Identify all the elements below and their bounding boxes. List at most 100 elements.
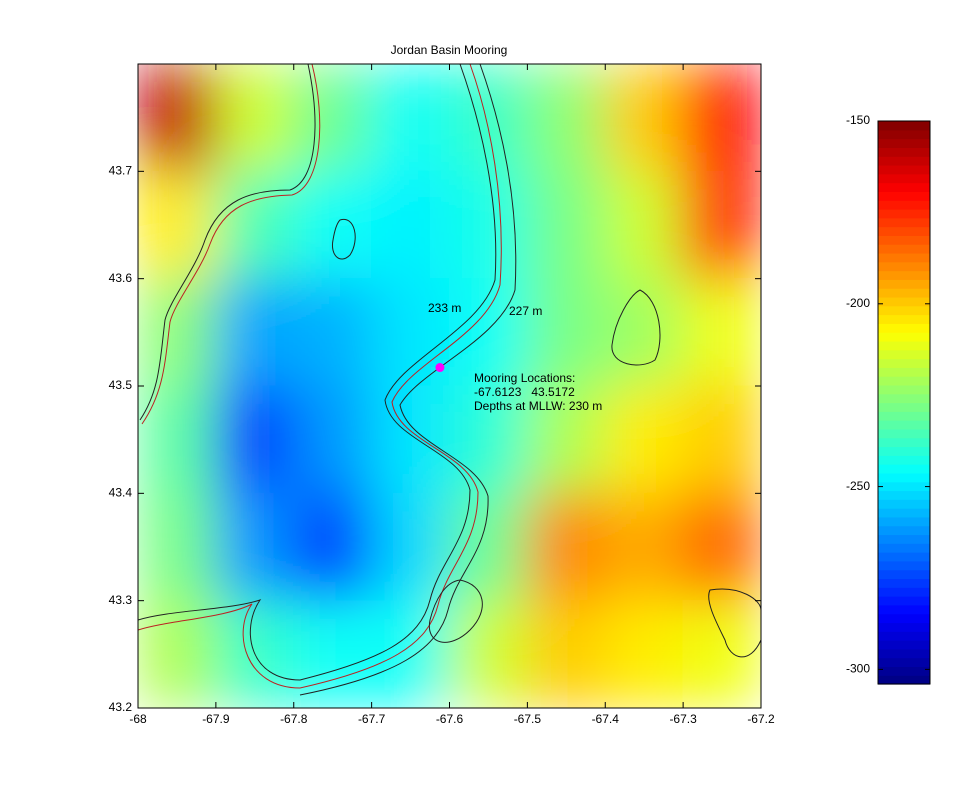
heat-cell bbox=[293, 170, 373, 280]
colorbar-segment bbox=[878, 376, 930, 386]
annotation: Mooring Locations: bbox=[474, 371, 575, 385]
y-tick-label: 43.5 bbox=[109, 378, 133, 392]
heat-cell bbox=[138, 170, 217, 280]
heat-cell bbox=[604, 170, 684, 280]
heat-cell bbox=[449, 64, 528, 172]
colorbar-segment bbox=[878, 446, 930, 456]
colorbar-segment bbox=[878, 332, 930, 342]
heat-cell bbox=[604, 385, 684, 494]
colorbar-segment bbox=[878, 675, 930, 685]
x-tick-label: -67.5 bbox=[514, 712, 542, 726]
colorbar-segment bbox=[878, 578, 930, 588]
colorbar-tick-label: -300 bbox=[846, 662, 870, 676]
contour-line bbox=[138, 64, 497, 681]
heat-cell bbox=[371, 600, 450, 708]
heat-cell bbox=[682, 492, 761, 602]
colorbar-segment bbox=[878, 164, 930, 175]
heat-cell bbox=[526, 170, 606, 280]
colorbar-segment bbox=[878, 393, 930, 404]
contour-line bbox=[138, 64, 502, 689]
colorbar-segment bbox=[878, 367, 930, 377]
heat-cell bbox=[215, 385, 295, 494]
contour-label: 227 m bbox=[509, 304, 542, 318]
colorbar-segment bbox=[878, 657, 930, 668]
colorbar-segment bbox=[878, 305, 930, 316]
heat-cell bbox=[604, 64, 684, 172]
heat-cell bbox=[138, 278, 217, 387]
heat-cell bbox=[138, 385, 217, 494]
y-tick-label: 43.6 bbox=[109, 271, 133, 285]
heat-cell bbox=[604, 492, 684, 602]
heat-cell bbox=[449, 600, 528, 708]
colorbar-segment bbox=[878, 472, 930, 483]
x-tick-label: -67.3 bbox=[669, 712, 697, 726]
colorbar-segment bbox=[878, 543, 930, 553]
contour-line bbox=[611, 289, 661, 366]
contours bbox=[138, 64, 761, 696]
x-tick-label: -67.9 bbox=[202, 712, 230, 726]
heat-cell bbox=[449, 385, 528, 494]
colorbar-segment bbox=[878, 314, 930, 324]
colorbar-segment bbox=[878, 270, 930, 280]
colorbar-segment bbox=[878, 121, 930, 131]
heat-cell bbox=[371, 492, 450, 602]
heat-cell bbox=[682, 170, 761, 280]
colorbar-segment bbox=[878, 428, 930, 439]
colorbar bbox=[878, 121, 930, 685]
heat-cell bbox=[215, 278, 295, 387]
colorbar-segment bbox=[878, 411, 930, 421]
colorbar-segment bbox=[878, 191, 930, 201]
heat-cell bbox=[293, 278, 373, 387]
heatmap bbox=[138, 64, 761, 708]
heat-cell bbox=[293, 385, 373, 494]
colorbar-segment bbox=[878, 622, 930, 632]
annotation: -67.6123 43.5172 bbox=[474, 385, 575, 399]
heat-cell bbox=[371, 170, 450, 280]
heat-cell bbox=[138, 600, 217, 708]
colorbar-segment bbox=[878, 666, 930, 676]
colorbar-segment bbox=[878, 437, 930, 448]
x-tick-label: -67.8 bbox=[280, 712, 308, 726]
heat-cell bbox=[449, 492, 528, 602]
colorbar-segment bbox=[878, 138, 930, 148]
colorbar-segment bbox=[878, 604, 930, 615]
colorbar-segment bbox=[878, 596, 930, 606]
colorbar-segment bbox=[878, 358, 930, 368]
colorbar-segment bbox=[878, 349, 930, 360]
colorbar-segment bbox=[878, 631, 930, 641]
colorbar-segment bbox=[878, 569, 930, 580]
x-tick-label: -67.4 bbox=[592, 712, 620, 726]
contour-line bbox=[331, 218, 356, 260]
heat-cell bbox=[371, 64, 450, 172]
heat-cell bbox=[682, 600, 761, 708]
x-tick-label: -67.6 bbox=[436, 712, 464, 726]
x-tick-label: -67.7 bbox=[358, 712, 386, 726]
chart-title: Jordan Basin Mooring bbox=[391, 43, 508, 57]
colorbar-segment bbox=[878, 226, 930, 236]
colorbar-segment bbox=[878, 129, 930, 140]
colorbar-tick-label: -200 bbox=[846, 296, 870, 310]
colorbar-segment bbox=[878, 640, 930, 650]
heat-cell bbox=[138, 64, 217, 172]
colorbar-segment bbox=[878, 384, 930, 395]
colorbar-segment bbox=[878, 499, 930, 509]
colorbar-segment bbox=[878, 613, 930, 624]
heat-cell bbox=[526, 600, 606, 708]
colorbar-segment bbox=[878, 481, 930, 492]
contour-label: 233 m bbox=[428, 301, 461, 315]
y-tick-label: 43.3 bbox=[109, 593, 133, 607]
colorbar-segment bbox=[878, 648, 930, 659]
colorbar-segment bbox=[878, 560, 930, 571]
annotation: Depths at MLLW: 230 m bbox=[474, 399, 602, 413]
contour-line bbox=[708, 588, 761, 658]
colorbar-segment bbox=[878, 147, 930, 157]
heat-cell bbox=[682, 64, 761, 172]
colorbar-segment bbox=[878, 235, 930, 245]
heat-cell bbox=[526, 278, 606, 387]
colorbar-segment bbox=[878, 261, 930, 272]
heat-cell bbox=[215, 64, 295, 172]
colorbar-segment bbox=[878, 516, 930, 527]
heat-cell bbox=[682, 385, 761, 494]
heat-cell bbox=[293, 492, 373, 602]
colorbar-segment bbox=[878, 200, 930, 210]
